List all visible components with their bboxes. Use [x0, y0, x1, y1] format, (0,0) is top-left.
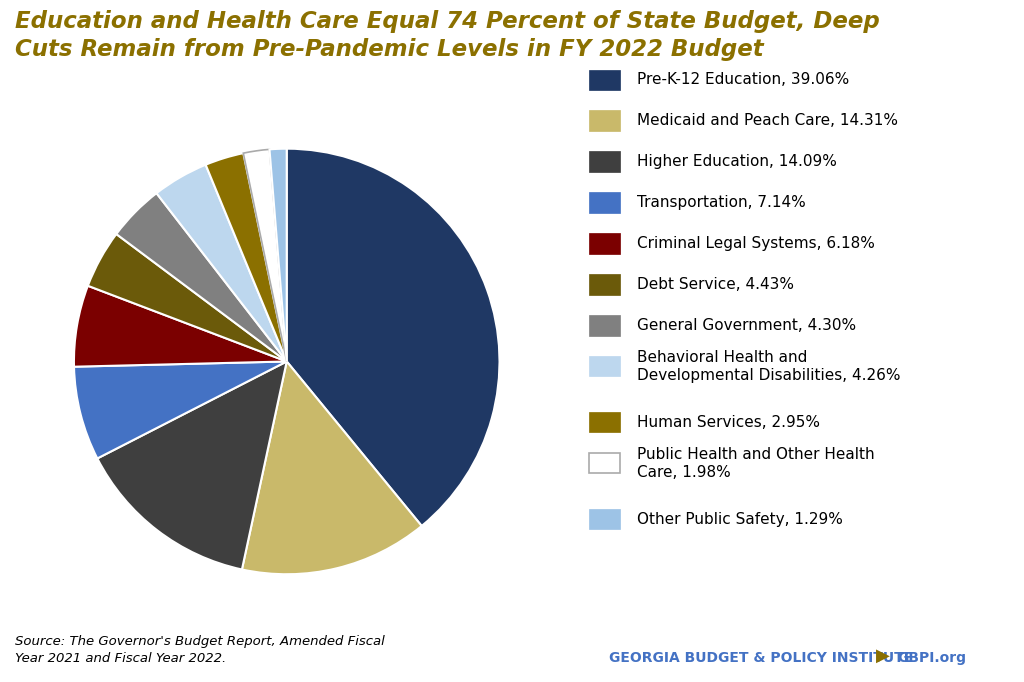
Text: GBPI.org: GBPI.org	[897, 651, 966, 665]
Text: Transportation, 7.14%: Transportation, 7.14%	[637, 195, 806, 210]
Text: Pre-K-12 Education, 39.06%: Pre-K-12 Education, 39.06%	[637, 72, 849, 87]
Wedge shape	[269, 149, 287, 361]
Text: GEORGIA BUDGET & POLICY INSTITUTE: GEORGIA BUDGET & POLICY INSTITUTE	[609, 651, 913, 665]
Wedge shape	[117, 193, 287, 361]
Text: ▶: ▶	[876, 647, 890, 665]
Text: Source: The Governor's Budget Report, Amended Fiscal
Year 2021 and Fiscal Year 2: Source: The Governor's Budget Report, Am…	[15, 635, 385, 665]
Wedge shape	[242, 361, 422, 574]
Text: Human Services, 2.95%: Human Services, 2.95%	[637, 415, 820, 430]
Text: Debt Service, 4.43%: Debt Service, 4.43%	[637, 277, 794, 292]
Wedge shape	[97, 361, 287, 569]
Text: Higher Education, 14.09%: Higher Education, 14.09%	[637, 154, 837, 169]
Text: Criminal Legal Systems, 6.18%: Criminal Legal Systems, 6.18%	[637, 236, 874, 251]
Wedge shape	[74, 361, 287, 458]
Wedge shape	[287, 149, 500, 526]
Wedge shape	[88, 234, 287, 361]
Wedge shape	[244, 149, 287, 361]
Wedge shape	[157, 165, 287, 361]
Wedge shape	[74, 286, 287, 367]
Text: Medicaid and Peach Care, 14.31%: Medicaid and Peach Care, 14.31%	[637, 113, 898, 128]
Text: General Government, 4.30%: General Government, 4.30%	[637, 318, 856, 333]
Text: Public Health and Other Health
Care, 1.98%: Public Health and Other Health Care, 1.9…	[637, 447, 874, 479]
Text: Other Public Safety, 1.29%: Other Public Safety, 1.29%	[637, 512, 843, 527]
Text: Education and Health Care Equal 74 Percent of State Budget, Deep: Education and Health Care Equal 74 Perce…	[15, 10, 880, 33]
Text: Behavioral Health and
Developmental Disabilities, 4.26%: Behavioral Health and Developmental Disa…	[637, 350, 900, 383]
Text: Cuts Remain from Pre-Pandemic Levels in FY 2022 Budget: Cuts Remain from Pre-Pandemic Levels in …	[15, 38, 764, 61]
Wedge shape	[206, 153, 287, 361]
